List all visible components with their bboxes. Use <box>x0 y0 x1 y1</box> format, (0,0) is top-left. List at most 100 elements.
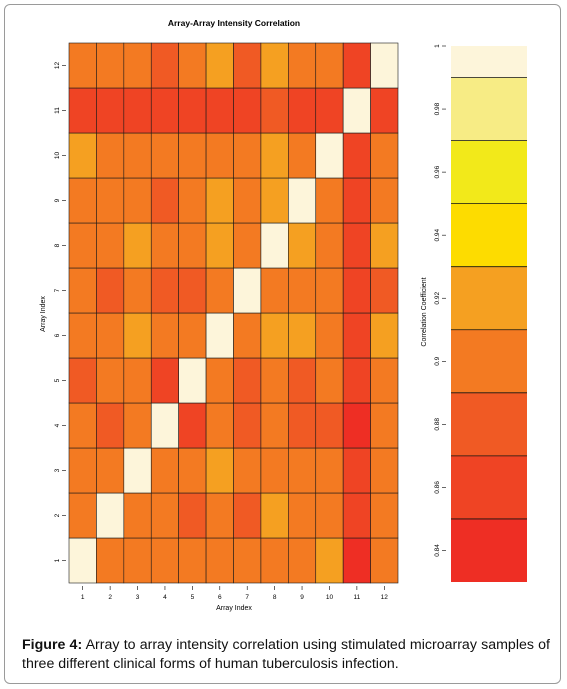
y-tick-label: 7 <box>54 288 61 292</box>
heatmap-cell <box>68 312 97 359</box>
heatmap-cell <box>123 492 152 539</box>
heatmap-cell <box>123 312 152 359</box>
heatmap-cell <box>342 267 371 314</box>
heatmap-cell <box>96 492 125 539</box>
heatmap-cell <box>178 537 207 584</box>
heatmap-cell <box>233 222 262 269</box>
colorbar <box>451 46 527 582</box>
heatmap-cell <box>123 537 152 584</box>
heatmap-cell <box>96 222 125 269</box>
colorbar-bin <box>451 329 527 393</box>
y-tick-label: 1 <box>54 558 61 562</box>
heatmap-cell <box>288 87 317 134</box>
heatmap-cell <box>342 132 371 179</box>
heatmap-cell <box>150 177 179 224</box>
heatmap-cell <box>370 402 399 449</box>
heatmap-cell <box>150 132 179 179</box>
heatmap-cell <box>370 492 399 539</box>
heatmap-cell <box>288 357 317 404</box>
x-tick-label: 11 <box>354 594 361 601</box>
heatmap-cell <box>342 42 371 89</box>
heatmap-cell <box>68 132 97 179</box>
heatmap-cell <box>260 447 289 494</box>
heatmap-cell <box>178 312 207 359</box>
heatmap-cell <box>96 537 125 584</box>
x-tick-label: 2 <box>108 594 112 601</box>
heatmap-cell <box>205 177 234 224</box>
y-tick-label: 12 <box>54 62 61 70</box>
colorbar-tick-label: 0.92 <box>434 292 441 305</box>
heatmap-cell <box>68 402 97 449</box>
heatmap-cell <box>150 87 179 134</box>
heatmap-cell <box>288 222 317 269</box>
heatmap-cell <box>233 492 262 539</box>
heatmap-cell <box>150 357 179 404</box>
heatmap-cell <box>150 537 179 584</box>
heatmap-cell <box>233 132 262 179</box>
heatmap-cell <box>150 312 179 359</box>
heatmap-cell <box>123 132 152 179</box>
heatmap-cell <box>233 402 262 449</box>
heatmap-cell <box>150 42 179 89</box>
heatmap-cell <box>260 87 289 134</box>
heatmap-cell <box>288 402 317 449</box>
figure-caption: Figure 4: Array to array intensity corre… <box>22 636 550 674</box>
heatmap-cell <box>342 402 371 449</box>
heatmap-cell <box>260 537 289 584</box>
heatmap-cell <box>370 42 399 89</box>
heatmap-cell <box>68 177 97 224</box>
heatmap-cell <box>315 537 344 584</box>
heatmap-cell <box>260 222 289 269</box>
heatmap-cell <box>260 132 289 179</box>
heatmap-cell <box>150 222 179 269</box>
heatmap-cell <box>178 492 207 539</box>
heatmap-cell <box>68 267 97 314</box>
heatmap-cell <box>342 537 371 584</box>
x-tick-label: 1 <box>81 594 85 601</box>
x-tick-label: 8 <box>273 594 277 601</box>
heatmap-cell <box>96 357 125 404</box>
heatmap-cell <box>315 87 344 134</box>
heatmap-cell <box>68 447 97 494</box>
heatmap-cell <box>150 402 179 449</box>
heatmap-cell <box>233 357 262 404</box>
heatmap-cell <box>178 267 207 314</box>
y-tick-label: 4 <box>54 423 61 427</box>
colorbar-tick-label: 0.88 <box>434 418 441 431</box>
figure-frame <box>4 4 561 684</box>
x-axis-ticks: 1 2 3 4 5 6 7 8 9 10 11 12 <box>81 586 388 601</box>
heatmap-cell <box>205 447 234 494</box>
heatmap-cell <box>315 357 344 404</box>
colorbar-label: Correlation Coefficient <box>421 277 428 346</box>
heatmap-cell <box>260 177 289 224</box>
heatmap-cell <box>315 492 344 539</box>
heatmap-cell <box>370 222 399 269</box>
heatmap-cell <box>205 357 234 404</box>
heatmap-cell <box>205 267 234 314</box>
heatmap-cell <box>123 267 152 314</box>
y-tick-label: 3 <box>54 468 61 472</box>
colorbar-bin <box>451 46 527 78</box>
heatmap-cell <box>288 267 317 314</box>
heatmap-cell <box>342 87 371 134</box>
x-tick-label: 12 <box>381 594 389 601</box>
y-tick-label: 11 <box>54 107 61 114</box>
heatmap-cell <box>205 402 234 449</box>
heatmap-cell <box>288 447 317 494</box>
y-tick-label: 2 <box>54 513 61 517</box>
heatmap-cell <box>370 132 399 179</box>
y-tick-label: 9 <box>54 198 61 202</box>
y-tick-label: 8 <box>54 243 61 247</box>
y-tick-label: 10 <box>54 152 61 160</box>
heatmap-cell <box>123 222 152 269</box>
heatmap-cell <box>260 312 289 359</box>
heatmap-cell <box>205 87 234 134</box>
heatmap-cell <box>123 177 152 224</box>
colorbar-tick-label: 0.9 <box>434 356 441 365</box>
heatmap-cell <box>370 177 399 224</box>
heatmap-cell <box>260 267 289 314</box>
heatmap-cell <box>96 447 125 494</box>
heatmap-cell <box>370 87 399 134</box>
heatmap-cell <box>288 177 317 224</box>
